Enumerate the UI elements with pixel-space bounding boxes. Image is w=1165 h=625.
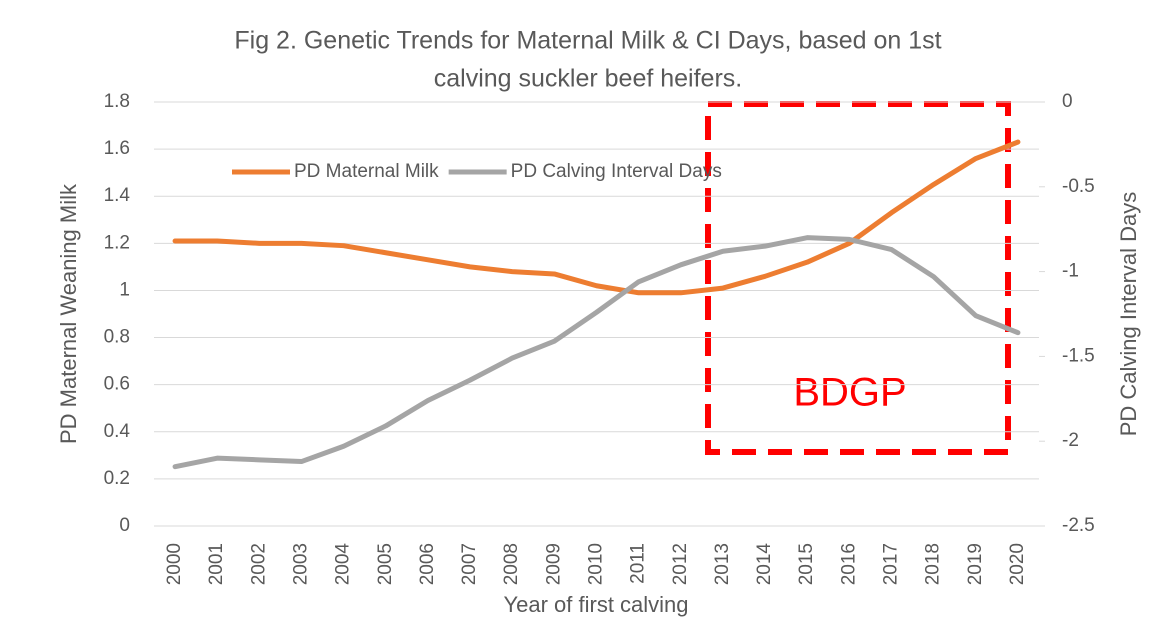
x-tick-label: 2013 bbox=[712, 543, 733, 585]
chart-title: calving suckler beef heifers. bbox=[434, 65, 742, 93]
chart-title: Fig 2. Genetic Trends for Maternal Milk … bbox=[234, 27, 941, 55]
y-tick-label: 1.2 bbox=[104, 232, 130, 253]
x-tick-label: 2001 bbox=[206, 543, 227, 585]
x-tick-label: 2000 bbox=[164, 543, 185, 585]
x-tick-label: 2018 bbox=[923, 543, 944, 585]
legend-label: PD Maternal Milk bbox=[294, 161, 439, 182]
y2-tick-label: -2 bbox=[1062, 430, 1079, 451]
x-tick-label: 2005 bbox=[375, 543, 396, 585]
x-tick-label: 2004 bbox=[333, 543, 354, 586]
y2-tick-label: -1.5 bbox=[1062, 345, 1095, 366]
x-tick-label: 2009 bbox=[543, 543, 564, 585]
x-axis-title: Year of first calving bbox=[503, 592, 688, 617]
y-tick-label: 0.6 bbox=[104, 374, 130, 395]
x-tick-label: 2017 bbox=[881, 543, 902, 585]
y2-tick-label: -0.5 bbox=[1062, 176, 1095, 197]
y-tick-label: 0.4 bbox=[104, 421, 131, 442]
x-tick-label: 2012 bbox=[670, 543, 691, 585]
y2-tick-label: 0 bbox=[1062, 91, 1073, 112]
x-tick-label: 2015 bbox=[796, 543, 817, 585]
series-line bbox=[172, 235, 1021, 470]
x-tick-label: 2006 bbox=[417, 543, 438, 585]
x-tick-label: 2014 bbox=[754, 543, 775, 586]
y-tick-label: 1.4 bbox=[104, 185, 131, 206]
x-tick-label: 2007 bbox=[459, 543, 480, 585]
y2-tick-label: -1 bbox=[1062, 261, 1079, 282]
x-tick-label: 2008 bbox=[501, 543, 522, 585]
y-tick-label: 0.8 bbox=[104, 327, 130, 348]
x-tick-label: 2016 bbox=[838, 543, 859, 585]
y-tick-label: 1.8 bbox=[104, 91, 130, 112]
y-tick-label: 0.2 bbox=[104, 468, 130, 489]
x-tick-label: 2020 bbox=[1007, 543, 1028, 585]
x-tick-label: 2010 bbox=[586, 543, 607, 585]
y2-axis-title: PD Calving Interval Days bbox=[1116, 192, 1141, 437]
x-tick-label: 2002 bbox=[248, 543, 269, 585]
highlight-box bbox=[705, 101, 1011, 455]
y-axis-title: PD Maternal Weaning Milk bbox=[56, 183, 81, 444]
annotation: BDGP bbox=[793, 371, 906, 415]
y2-tick-label: -2.5 bbox=[1062, 515, 1095, 536]
x-tick-label: 2003 bbox=[291, 543, 312, 585]
series-line bbox=[172, 139, 1021, 296]
x-tick-label: 2019 bbox=[965, 543, 986, 585]
legend-label: PD Calving Interval Days bbox=[511, 161, 722, 182]
x-tick-label: 2011 bbox=[628, 543, 649, 584]
y-tick-label: 1.6 bbox=[104, 138, 130, 159]
y-tick-label: 1 bbox=[119, 279, 130, 300]
y-tick-label: 0 bbox=[119, 515, 130, 536]
